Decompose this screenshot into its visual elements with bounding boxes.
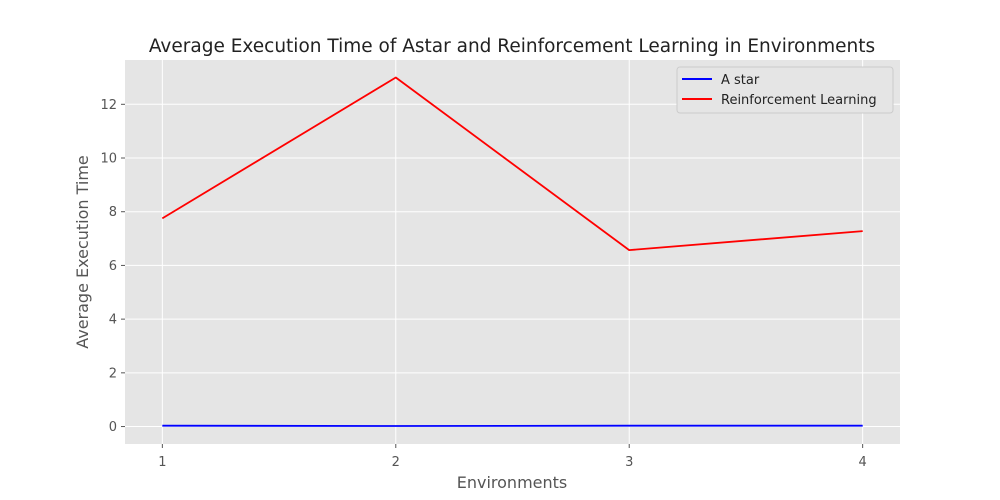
y-tick-label: 0 [109,420,117,435]
plot-area [125,60,900,444]
legend-label-a-star: A star [721,73,760,88]
y-tick-label: 2 [109,366,117,381]
x-tick-label: 1 [158,455,166,470]
x-tick-label: 4 [859,455,867,470]
y-tick-label: 6 [109,259,117,274]
x-tick-label: 3 [625,455,633,470]
y-axis-label: Average Execution Time [73,155,92,349]
y-tick-label: 8 [109,205,117,220]
x-axis-label: Environments [457,473,568,492]
x-tick-label: 2 [392,455,400,470]
legend-box [676,66,894,114]
legend: A star Reinforcement Learning [676,66,894,114]
chart-title: Average Execution Time of Astar and Rein… [149,36,875,57]
legend-label-reinforcement-learning: Reinforcement Learning [721,93,877,108]
series-line-reinforcement-learning [161,76,863,252]
y-tick-label: 4 [109,313,117,328]
y-tick-label: 12 [100,98,117,113]
y-tick-label: 10 [100,152,117,167]
series-lines [161,76,863,427]
